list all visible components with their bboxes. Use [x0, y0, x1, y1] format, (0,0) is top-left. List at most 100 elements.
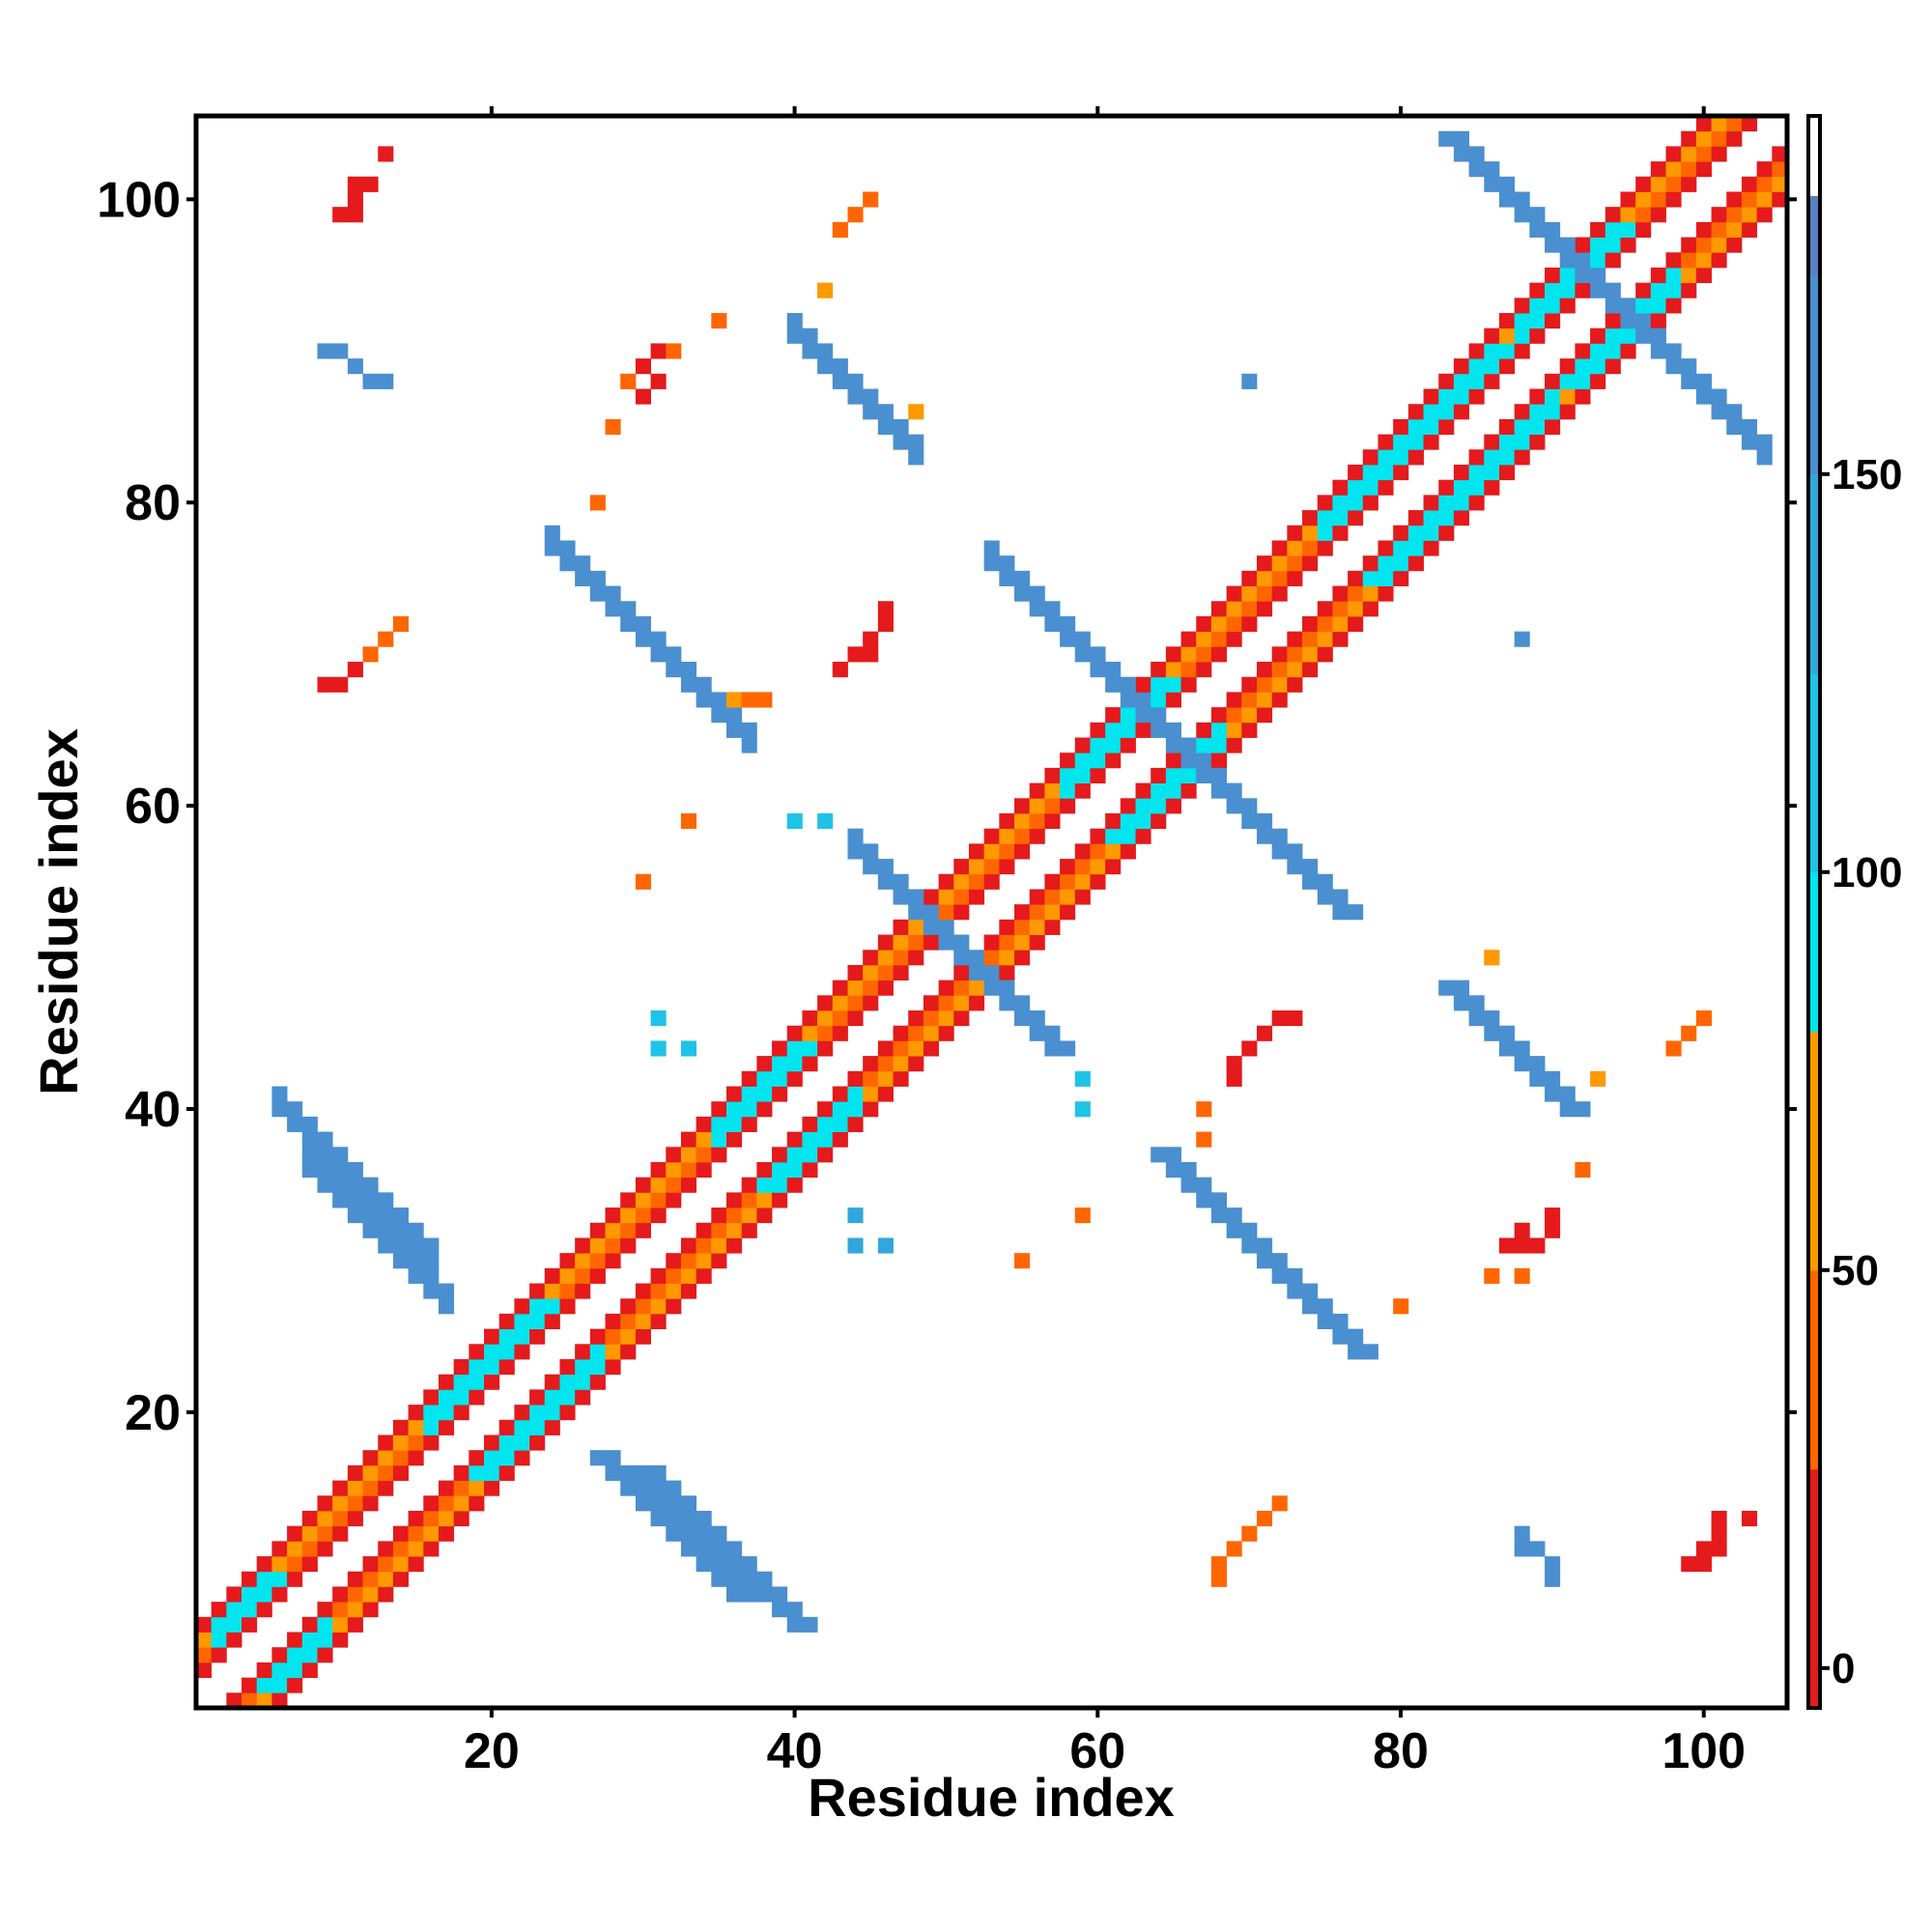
contact-cell: [1681, 1556, 1697, 1573]
contact-cell: [635, 1283, 651, 1299]
contact-cell: [726, 1131, 743, 1148]
contact-cell: [1514, 1056, 1530, 1072]
contact-cell: [877, 1040, 894, 1057]
contact-cell: [756, 1177, 773, 1193]
contact-cell: [938, 1010, 954, 1027]
contact-cell: [847, 1070, 864, 1087]
contact-cell: [1453, 479, 1469, 496]
contact-cell: [620, 1192, 637, 1208]
contact-cell: [680, 1495, 697, 1512]
contact-cell: [1605, 252, 1621, 269]
contact-cell: [696, 1147, 712, 1163]
contact-cell: [1529, 1070, 1546, 1087]
contact-cell: [650, 1464, 667, 1481]
contact-cell: [877, 1237, 894, 1254]
contact-cell: [408, 1419, 424, 1435]
contact-cell: [362, 646, 379, 663]
contact-cell: [741, 1086, 757, 1102]
contact-cell: [1014, 1010, 1031, 1027]
contact-cell: [802, 327, 818, 344]
contact-cell: [589, 1222, 606, 1238]
contact-cell: [726, 1086, 743, 1102]
contact-cell: [741, 1208, 757, 1224]
contact-cell: [301, 1525, 318, 1542]
colorbar-tick-label: 100: [1832, 849, 1902, 896]
contact-cell: [1514, 1222, 1530, 1238]
contact-cell: [332, 676, 349, 693]
contact-cell: [817, 282, 834, 298]
contact-cell: [1271, 585, 1288, 602]
contact-cell: [484, 1359, 500, 1376]
contact-cell: [1484, 464, 1500, 481]
contact-cell: [1407, 418, 1424, 435]
contact-cell: [847, 980, 864, 996]
contact-cell: [544, 1298, 560, 1315]
contact-cell: [680, 1147, 697, 1163]
contact-cell: [1484, 1025, 1500, 1041]
contact-cell: [650, 1192, 667, 1208]
contact-cell: [301, 1647, 318, 1663]
colorbar-segment: [1808, 195, 1820, 276]
contact-cell: [301, 1662, 318, 1679]
contact-cell: [1514, 418, 1530, 435]
contact-cell: [317, 1161, 333, 1179]
contact-cell: [1287, 631, 1303, 647]
contact-cell: [1407, 449, 1424, 466]
contact-cell: [469, 1480, 485, 1496]
contact-cell: [908, 889, 924, 905]
contact-cell: [317, 1616, 333, 1633]
contact-cell: [498, 1313, 515, 1330]
contact-cell: [1044, 1025, 1061, 1041]
contact-cell: [1029, 798, 1045, 814]
contact-cell: [1105, 859, 1122, 875]
contact-cell: [877, 1070, 894, 1087]
contact-cell: [605, 1237, 621, 1254]
contact-cell: [1151, 662, 1167, 678]
contact-cell: [317, 1177, 333, 1193]
contact-cell: [378, 631, 394, 647]
contact-cell: [620, 1237, 637, 1254]
contact-cell: [1210, 601, 1228, 617]
contact-cell: [1529, 313, 1546, 329]
contact-cell: [1257, 1510, 1273, 1527]
contact-cell: [1407, 404, 1424, 420]
contact-cell: [1453, 495, 1469, 511]
contact-cell: [741, 722, 757, 738]
contact-cell: [1060, 767, 1076, 783]
contact-cell: [1438, 980, 1455, 996]
contact-cell: [1241, 812, 1258, 830]
contact-cell: [514, 1313, 530, 1330]
contact-cell: [1726, 207, 1743, 223]
contact-cell: [756, 1571, 773, 1587]
contact-cell: [484, 1435, 500, 1451]
contact-cell: [1257, 1253, 1273, 1269]
contact-cell: [1090, 722, 1106, 738]
contact-cell: [1226, 692, 1242, 708]
contact-cell: [317, 1510, 333, 1527]
contact-cell: [1090, 843, 1106, 860]
contact-cell: [1711, 207, 1727, 223]
contact-cell: [1650, 313, 1666, 329]
contact-cell: [908, 1040, 924, 1057]
contact-cell: [1271, 692, 1288, 708]
contact-cell: [1348, 1328, 1364, 1345]
contact-cell: [1695, 237, 1712, 253]
contact-cell: [317, 1632, 333, 1648]
contact-cell: [453, 1495, 469, 1512]
contact-cell: [1090, 662, 1106, 678]
contact-cell: [575, 1359, 591, 1376]
contact-cell: [1151, 722, 1167, 738]
x-tick-label: 100: [1662, 1723, 1746, 1779]
contact-cell: [1165, 676, 1181, 693]
contact-cell: [696, 1525, 712, 1542]
contact-cell: [1074, 753, 1091, 769]
x-axis: 20 40 60 80 100: [464, 106, 1746, 1779]
contact-cell: [256, 1602, 272, 1618]
contact-cell: [666, 1253, 682, 1269]
contact-cell: [1014, 934, 1031, 951]
contact-cell: [1090, 646, 1106, 663]
y-tick-label: 60: [125, 779, 181, 835]
contact-cell: [1453, 358, 1469, 375]
contact-cell: [1241, 692, 1258, 708]
contact-cell: [514, 1450, 530, 1466]
